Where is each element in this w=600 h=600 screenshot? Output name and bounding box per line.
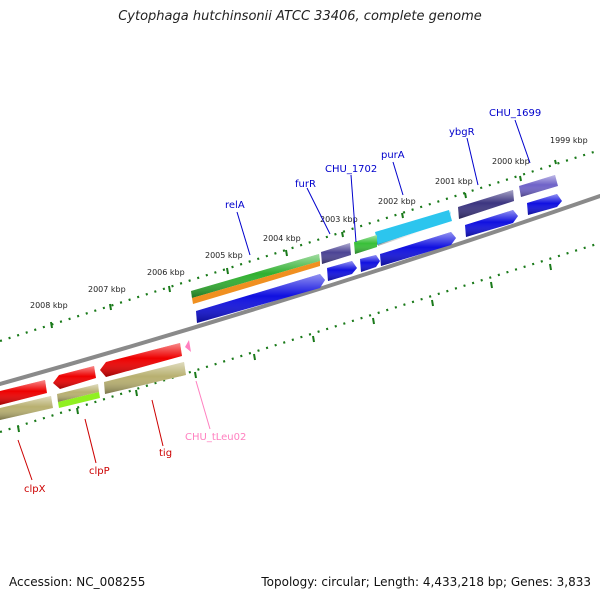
forward-strand-row-2 [196,194,562,323]
gene-ybgR-shade [458,190,514,219]
gene-clpX-shade [0,380,47,405]
leader-line [151,399,164,447]
label-leader-lines [17,119,531,481]
tick-mark [490,281,493,289]
kbp-label: 2004 kbp [263,234,301,243]
gene-arrow-shade [360,255,380,272]
gene-label-ybgR: ybgR [449,127,475,138]
gene-label-clpP: clpP [89,466,110,477]
genome-backbone [0,194,600,386]
tick-mark [50,321,53,329]
gene-labels: CHU_1699 ybgR purA CHU_1702 furR relA CH… [24,108,541,495]
tick-mark [312,335,315,343]
gene-arrow-shade [327,261,357,281]
gene-label-CHU_1699: CHU_1699 [489,108,541,119]
tick-mark [253,353,256,361]
kbp-label: 2001 kbp [435,177,473,186]
gene-CHU_1702-shade [354,235,377,254]
gene-tig-shade [100,343,182,377]
tick-mark [431,299,434,307]
gene-arrow-shade [57,384,99,402]
leader-line [17,439,33,481]
gene-arrow-shade [104,362,186,394]
leader-line [350,174,357,243]
kbp-label: 1999 kbp [550,136,588,145]
gene-arrow-shade [465,210,518,237]
gene-relA-shade [191,254,320,298]
tick-mark [554,159,557,165]
tick-mark [109,303,112,311]
gene-arrow-shade [527,194,562,215]
gene-label-relA: relA [225,200,245,211]
tick-mark [285,249,288,257]
inner-tick-ring [0,241,600,434]
tick-mark [194,371,197,379]
tick-mark [401,212,404,219]
gene-CHU_tLeu02 [185,340,191,352]
tick-mark [135,389,138,397]
leader-line [392,161,404,196]
gene-purA-body [375,210,452,244]
genome-summary-text: Topology: circular; Length: 4,433,218 bp… [261,575,591,589]
kbp-label: 2007 kbp [88,285,126,294]
kbp-label: 2003 kbp [320,215,358,224]
kbp-label: 2006 kbp [147,268,185,277]
tick-mark [372,317,375,325]
gene-label-tig: tig [159,448,172,459]
tick-mark [76,407,79,415]
gene-arrow-green [58,392,100,408]
gene-CHU_1699-shade [519,175,558,197]
leader-line [84,418,97,464]
tick-mark [519,175,522,182]
tick-mark [341,231,344,238]
gene-label-purA: purA [381,150,405,161]
kbp-label: 2000 kbp [492,157,530,166]
leader-line [466,137,479,186]
gene-label-CHU_tLeu02: CHU_tLeu02 [185,432,246,443]
gene-arrow-shade [0,396,53,420]
gene-label-CHU_1702: CHU_1702 [325,164,377,175]
map-title: Cytophaga hutchinsonii ATCC 33406, compl… [118,9,482,24]
gene-clpP-shade [53,366,96,389]
tick-mark [549,263,552,271]
gene-arrow-shade [380,232,456,266]
gene-relA-orange [192,261,320,304]
accession-text: Accession: NC_008255 [9,575,146,589]
gene-label-furR: furR [295,179,316,190]
gene-furR-shade [321,243,351,264]
tick-mark [168,285,171,293]
kbp-label: 2005 kbp [205,251,243,260]
leader-line [306,187,331,235]
tick-mark [17,425,20,433]
reverse-strand-row-1 [0,340,191,405]
kbp-label: 2002 kbp [378,197,416,206]
leader-line [195,380,211,430]
reverse-strand-row-2 [0,362,186,420]
tick-mark [464,192,467,199]
gene-label-clpX: clpX [24,484,46,495]
tick-mark [226,267,229,275]
gene-arrow-shade [196,274,325,323]
leader-line [514,119,531,164]
forward-strand-row-1 [191,175,558,304]
leader-line [236,211,251,256]
kbp-labels: 1999 kbp 2000 kbp 2001 kbp 2002 kbp 2003… [30,136,588,310]
kbp-label: 2008 kbp [30,301,68,310]
outer-tick-ring [0,148,600,343]
